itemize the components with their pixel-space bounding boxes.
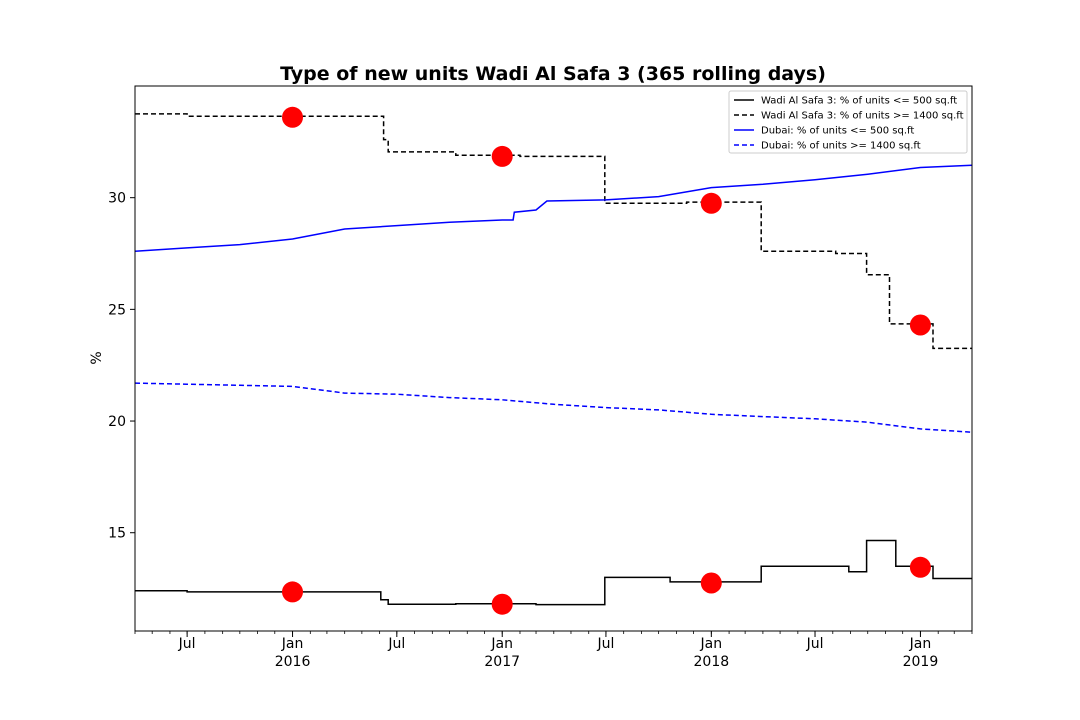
legend-entry-3: Dubai: % of units <= 500 sq.ft xyxy=(761,126,914,137)
x-tick-year-1: 2016 xyxy=(275,654,311,670)
red-marker-1 xyxy=(282,106,303,128)
red-marker-8 xyxy=(909,556,931,578)
red-marker-6 xyxy=(491,593,513,615)
x-tick-label-2: Jul xyxy=(387,636,405,652)
plot-frame xyxy=(134,85,973,632)
series-line-4 xyxy=(134,382,973,433)
red-marker-2 xyxy=(491,145,513,167)
x-tick-year-7: 2019 xyxy=(903,654,939,670)
y-axis-label: % xyxy=(89,351,105,364)
legend: Wadi Al Safa 3: % of units <= 500 sq.ft W… xyxy=(728,90,968,154)
x-tick-year-5: 2018 xyxy=(694,654,730,670)
tick-layer: 15 20 25 30 Jul Jan 2016 Jul Jan 2017 Jul Jan 2018 Ju… xyxy=(108,191,973,670)
x-tick-label-1: Jan xyxy=(281,636,304,652)
series-line-3 xyxy=(134,164,973,253)
x-tick-label-5: Jan xyxy=(700,636,723,652)
x-tick-label-4: Jul xyxy=(596,636,614,652)
legend-box xyxy=(728,90,968,154)
legend-entry-4: Dubai: % of units >= 1400 sq.ft xyxy=(761,141,921,152)
chart-title: Type of new units Wadi Al Safa 3 (365 ro… xyxy=(280,63,826,85)
y-tick-label-15: 15 xyxy=(108,526,126,542)
red-marker-7 xyxy=(700,572,722,594)
y-tick-label-30: 30 xyxy=(108,191,126,207)
y-tick-label-20: 20 xyxy=(108,414,126,430)
series-line-2 xyxy=(135,113,972,350)
red-marker-5 xyxy=(282,581,303,603)
x-tick-year-3: 2017 xyxy=(484,654,520,670)
red-marker-3 xyxy=(700,192,722,214)
x-tick-label-6: Jul xyxy=(806,636,824,652)
red-marker-4 xyxy=(909,314,931,336)
series-layer xyxy=(134,113,973,606)
x-tick-label-3: Jan xyxy=(490,636,513,652)
x-tick-label-7: Jan xyxy=(909,636,932,652)
x-tick-label-0: Jul xyxy=(178,636,196,652)
legend-entry-2: Wadi Al Safa 3: % of units >= 1400 sq.ft xyxy=(761,111,964,122)
series-line-1 xyxy=(135,539,972,606)
marker-layer xyxy=(282,106,931,615)
y-tick-label-25: 25 xyxy=(108,302,126,318)
legend-entry-1: Wadi Al Safa 3: % of units <= 500 sq.ft xyxy=(761,96,957,107)
